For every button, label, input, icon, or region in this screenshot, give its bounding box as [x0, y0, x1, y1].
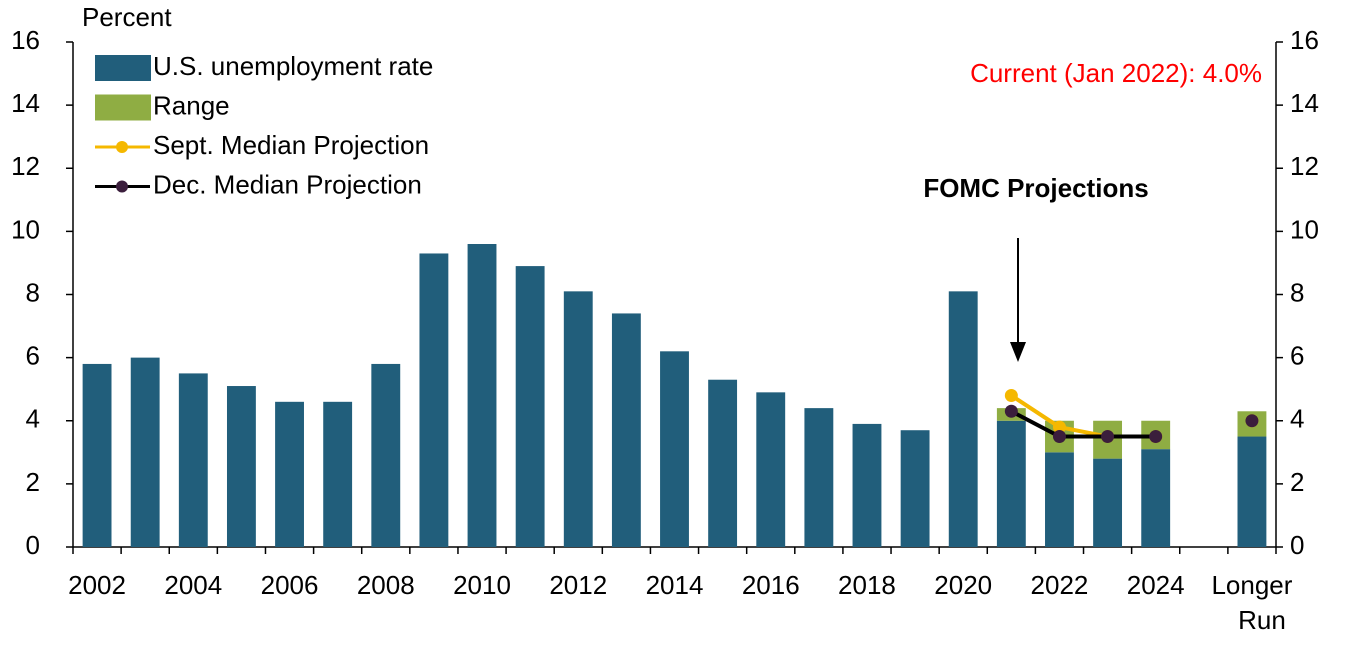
y2-tick-label: 0: [1290, 530, 1304, 560]
bar: [82, 363, 112, 547]
projection-marker: [1052, 420, 1066, 434]
x-tick-label: 2020: [934, 570, 992, 600]
bar: [323, 401, 353, 547]
x-tick-label: 2002: [68, 570, 126, 600]
current-annotation: Current (Jan 2022): 4.0%: [970, 58, 1262, 88]
bar: [852, 423, 882, 547]
fomc-annotation: FOMC Projections: [923, 173, 1148, 203]
x-tick-label: Longer Run: [1211, 570, 1292, 635]
y2-tick-label: 6: [1290, 341, 1304, 371]
y-tick-label: 16: [11, 25, 40, 55]
x-tick-label: 2018: [838, 570, 896, 600]
legend-label: Sept. Median Projection: [153, 130, 429, 160]
legend-label: U.S. unemployment rate: [153, 51, 433, 81]
y2-tick-label: 12: [1290, 151, 1319, 181]
legend-swatch: [95, 55, 151, 81]
bar: [708, 379, 738, 547]
y-tick-label: 14: [11, 88, 40, 118]
bar: [371, 363, 401, 547]
x-tick-label: 2012: [549, 570, 607, 600]
bar: [1141, 449, 1171, 547]
y-tick-label: 12: [11, 151, 40, 181]
projection-marker: [1052, 430, 1066, 444]
legend-swatch: [95, 94, 151, 121]
bar: [226, 386, 256, 547]
x-tick-label: 2016: [742, 570, 800, 600]
bar: [178, 373, 208, 547]
bar: [275, 401, 304, 547]
x-tick-label: 2010: [453, 570, 511, 600]
legend-label: Range: [153, 90, 230, 120]
x-tick-label: 2024: [1127, 570, 1185, 600]
bar: [611, 313, 641, 547]
bar: [130, 357, 160, 547]
bar: [515, 266, 545, 547]
legend-label: Dec. Median Projection: [153, 169, 422, 199]
bar: [1237, 436, 1267, 547]
projection-marker: [1004, 389, 1018, 402]
bar: [1093, 458, 1123, 547]
y-tick-label: 6: [26, 341, 40, 371]
bar: [467, 244, 497, 547]
projection-line: [1010, 393, 1156, 439]
bar: [948, 291, 978, 547]
y-tick-label: 2: [26, 467, 40, 497]
bar: [419, 253, 449, 547]
bar: [756, 392, 786, 547]
projection-marker: [1004, 404, 1018, 418]
x-tick-label: 2014: [646, 570, 704, 600]
projection-line: [1010, 409, 1156, 439]
x-tick-label: 2004: [164, 570, 222, 600]
y2-tick-label: 14: [1290, 88, 1319, 118]
y-tick-label: 4: [26, 404, 40, 434]
y-tick-label: 8: [26, 277, 40, 307]
y2-tick-label: 16: [1290, 25, 1319, 55]
bar: [660, 351, 689, 547]
projection-marker: [1245, 414, 1259, 428]
projection-marker: [1101, 430, 1115, 444]
bar: [996, 420, 1026, 547]
legend-marker: [116, 180, 128, 193]
y2-tick-label: 10: [1290, 214, 1319, 244]
y-tick-label: 0: [26, 530, 40, 560]
x-tick-label: 2006: [261, 570, 319, 600]
x-tick-label: 2008: [357, 570, 415, 600]
bar: [563, 291, 593, 547]
y-axis-label: Percent: [82, 2, 172, 32]
x-tick-label: 2022: [1031, 570, 1089, 600]
bar: [804, 408, 834, 547]
projection-marker: [1149, 430, 1163, 444]
bar: [900, 430, 930, 547]
y2-tick-label: 8: [1290, 277, 1304, 307]
y-tick-label: 10: [11, 214, 40, 244]
y2-tick-label: 2: [1290, 467, 1304, 497]
y2-tick-label: 4: [1290, 404, 1304, 434]
legend-marker: [116, 141, 128, 153]
bar: [1045, 452, 1074, 547]
arrow-head: [1010, 342, 1026, 362]
